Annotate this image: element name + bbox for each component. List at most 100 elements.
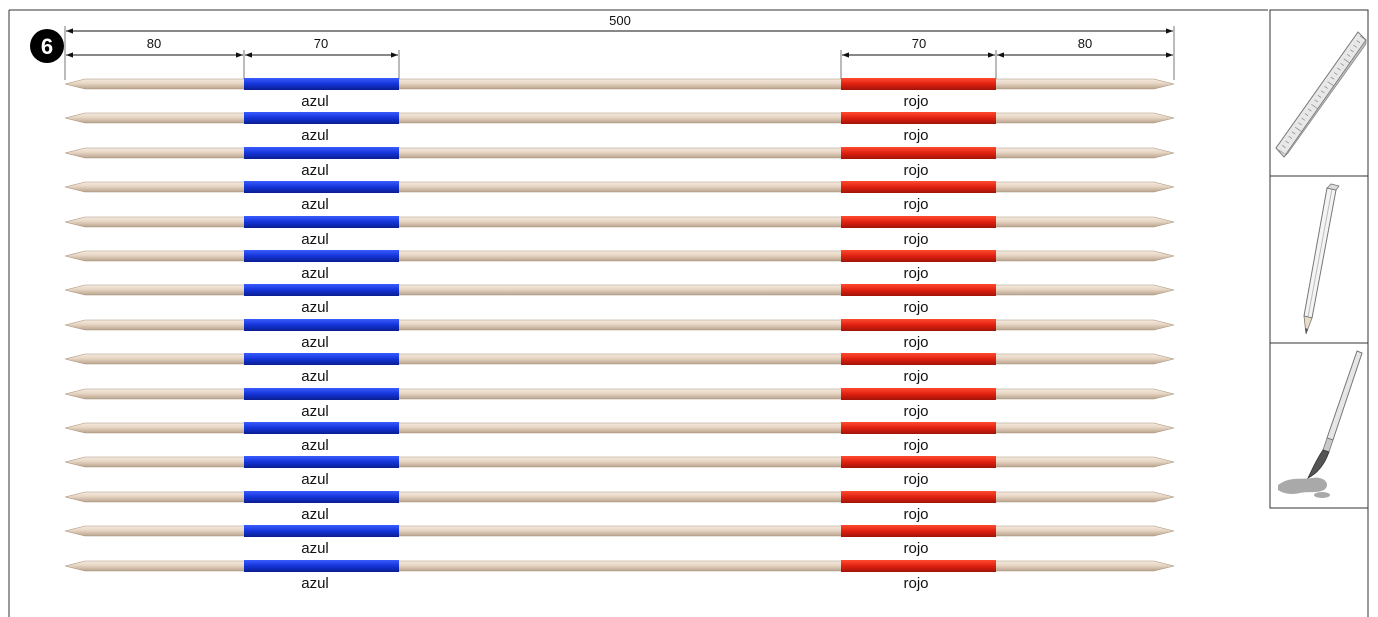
stick: azul rojo <box>64 216 1175 248</box>
blue-band-label: azul <box>301 368 329 385</box>
red-band <box>841 491 996 503</box>
red-band-label: rojo <box>903 299 928 316</box>
stick-body <box>64 250 1175 262</box>
ruler-tick <box>1353 44 1357 48</box>
painted-sticks: azul rojo azul rojo azul rojo azul rojo azul rojo… <box>64 78 1175 592</box>
red-band <box>841 147 996 159</box>
red-band <box>841 525 996 537</box>
red-band-label: rojo <box>903 506 928 523</box>
ruler-tick <box>1288 136 1293 139</box>
blue-band-label: azul <box>301 437 329 454</box>
ruler-tick <box>1282 145 1286 149</box>
red-band-label: rojo <box>903 231 928 248</box>
dim-left-outer-label: 80 <box>147 36 161 51</box>
ruler-tick <box>1278 149 1285 155</box>
red-band <box>841 422 996 434</box>
ruler-tick <box>1295 126 1302 132</box>
stick-body <box>64 319 1175 331</box>
red-band-label: rojo <box>903 540 928 557</box>
stick-body <box>64 525 1175 537</box>
blue-band <box>244 319 399 331</box>
red-band-label: rojo <box>903 368 928 385</box>
red-band <box>841 560 996 572</box>
red-band-label: rojo <box>903 471 928 488</box>
red-band <box>841 284 996 296</box>
dimension-lines: 500 80 70 70 80 <box>64 13 1175 80</box>
ruler-tick <box>1327 81 1334 86</box>
stick: azul rojo <box>64 353 1175 385</box>
blue-band <box>244 181 399 193</box>
ruler-tick <box>1346 53 1351 57</box>
ruler-tick <box>1317 94 1322 98</box>
stick: azul rojo <box>64 78 1175 110</box>
ruler-tick <box>1311 104 1318 109</box>
blue-band-label: azul <box>301 471 329 488</box>
stick: azul rojo <box>64 181 1175 213</box>
ruler-tick <box>1301 117 1306 121</box>
blue-band-label: azul <box>301 93 329 110</box>
ruler-tick <box>1330 76 1335 80</box>
blue-band-label: azul <box>301 506 329 523</box>
ruler-tick <box>1343 58 1350 64</box>
ruler-tick <box>1337 67 1341 71</box>
blue-band-label: azul <box>301 127 329 144</box>
stick-body <box>64 112 1175 124</box>
dim-total-label: 500 <box>609 13 631 28</box>
stick: azul rojo <box>64 147 1175 179</box>
blue-band-label: azul <box>301 334 329 351</box>
red-band <box>841 181 996 193</box>
red-band-label: rojo <box>903 127 928 144</box>
blue-band-label: azul <box>301 299 329 316</box>
stick-body <box>64 560 1175 572</box>
blue-band-label: azul <box>301 231 329 248</box>
ruler-tick <box>1291 131 1296 135</box>
red-band <box>841 112 996 124</box>
blue-band <box>244 250 399 262</box>
dim-right-band-label: 70 <box>912 36 926 51</box>
red-band <box>841 250 996 262</box>
ruler-tick <box>1320 90 1325 94</box>
blue-band-label: azul <box>301 196 329 213</box>
blue-band <box>244 112 399 124</box>
stick: azul rojo <box>64 422 1175 454</box>
stick-body <box>64 491 1175 503</box>
stick: azul rojo <box>64 250 1175 282</box>
paintbrush-icon <box>1278 350 1363 498</box>
stick-body <box>64 456 1175 468</box>
red-band <box>841 216 996 228</box>
stick-body <box>64 422 1175 434</box>
ruler-tick <box>1350 49 1354 53</box>
ruler-tick <box>1359 35 1366 41</box>
step-number: 6 <box>41 34 53 59</box>
red-band <box>841 353 996 365</box>
stick-body <box>64 216 1175 228</box>
red-band <box>841 78 996 90</box>
blue-band <box>244 525 399 537</box>
red-band-label: rojo <box>903 162 928 179</box>
blue-band <box>244 78 399 90</box>
stick: azul rojo <box>64 456 1175 488</box>
red-band-label: rojo <box>903 196 928 213</box>
red-band-label: rojo <box>903 575 928 592</box>
stick: azul rojo <box>64 388 1175 420</box>
stick: azul rojo <box>64 112 1175 144</box>
red-band <box>841 319 996 331</box>
stick: azul rojo <box>64 284 1175 316</box>
ruler-tick <box>1333 72 1338 76</box>
blue-band-label: azul <box>301 403 329 420</box>
ruler-tick <box>1304 113 1309 117</box>
blue-band <box>244 284 399 296</box>
red-band-label: rojo <box>903 265 928 282</box>
red-band <box>841 388 996 400</box>
blue-band <box>244 216 399 228</box>
stick-body <box>64 388 1175 400</box>
stick-body <box>64 284 1175 296</box>
red-band-label: rojo <box>903 437 928 454</box>
red-band <box>841 456 996 468</box>
ruler-tick <box>1340 63 1345 66</box>
step-badge: 6 <box>30 29 64 63</box>
ruler-tick <box>1314 99 1319 103</box>
dim-right-outer-label: 80 <box>1078 36 1092 51</box>
blue-band <box>244 560 399 572</box>
